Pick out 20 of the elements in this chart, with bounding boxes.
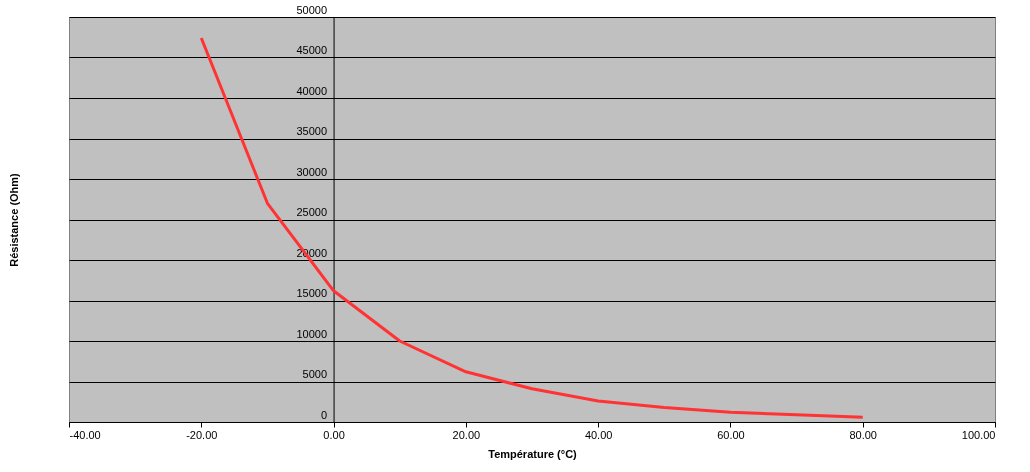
y-tick-label: 30000 [296, 165, 328, 178]
x-tick-label: 100.00 [961, 428, 996, 441]
x-tick-label: 40.00 [584, 428, 613, 441]
y-tick-label: 5000 [302, 368, 328, 380]
y-tick-label: 25000 [296, 206, 328, 218]
x-tick-label: 80.00 [849, 428, 877, 441]
x-tick-label: 0.00 [323, 428, 345, 441]
x-tick-label: 60.00 [717, 428, 745, 441]
y-tick-label: 40000 [296, 84, 328, 97]
y-axis-title: Résistance (Ohm) [7, 172, 20, 267]
x-tick-label: -40.00 [69, 428, 101, 441]
x-tick-label: -20.00 [186, 428, 218, 441]
x-tick-label: 20.00 [452, 428, 481, 441]
y-tick-label: 0 [320, 408, 328, 421]
y-tick-label: 15000 [296, 287, 328, 299]
y-tick-label: 35000 [296, 125, 328, 137]
y-tick-label: 10000 [296, 327, 328, 340]
x-axis-title: Température (°C) [488, 447, 578, 460]
y-tick-label: 45000 [296, 44, 328, 56]
y-tick-label: 50000 [296, 3, 328, 16]
